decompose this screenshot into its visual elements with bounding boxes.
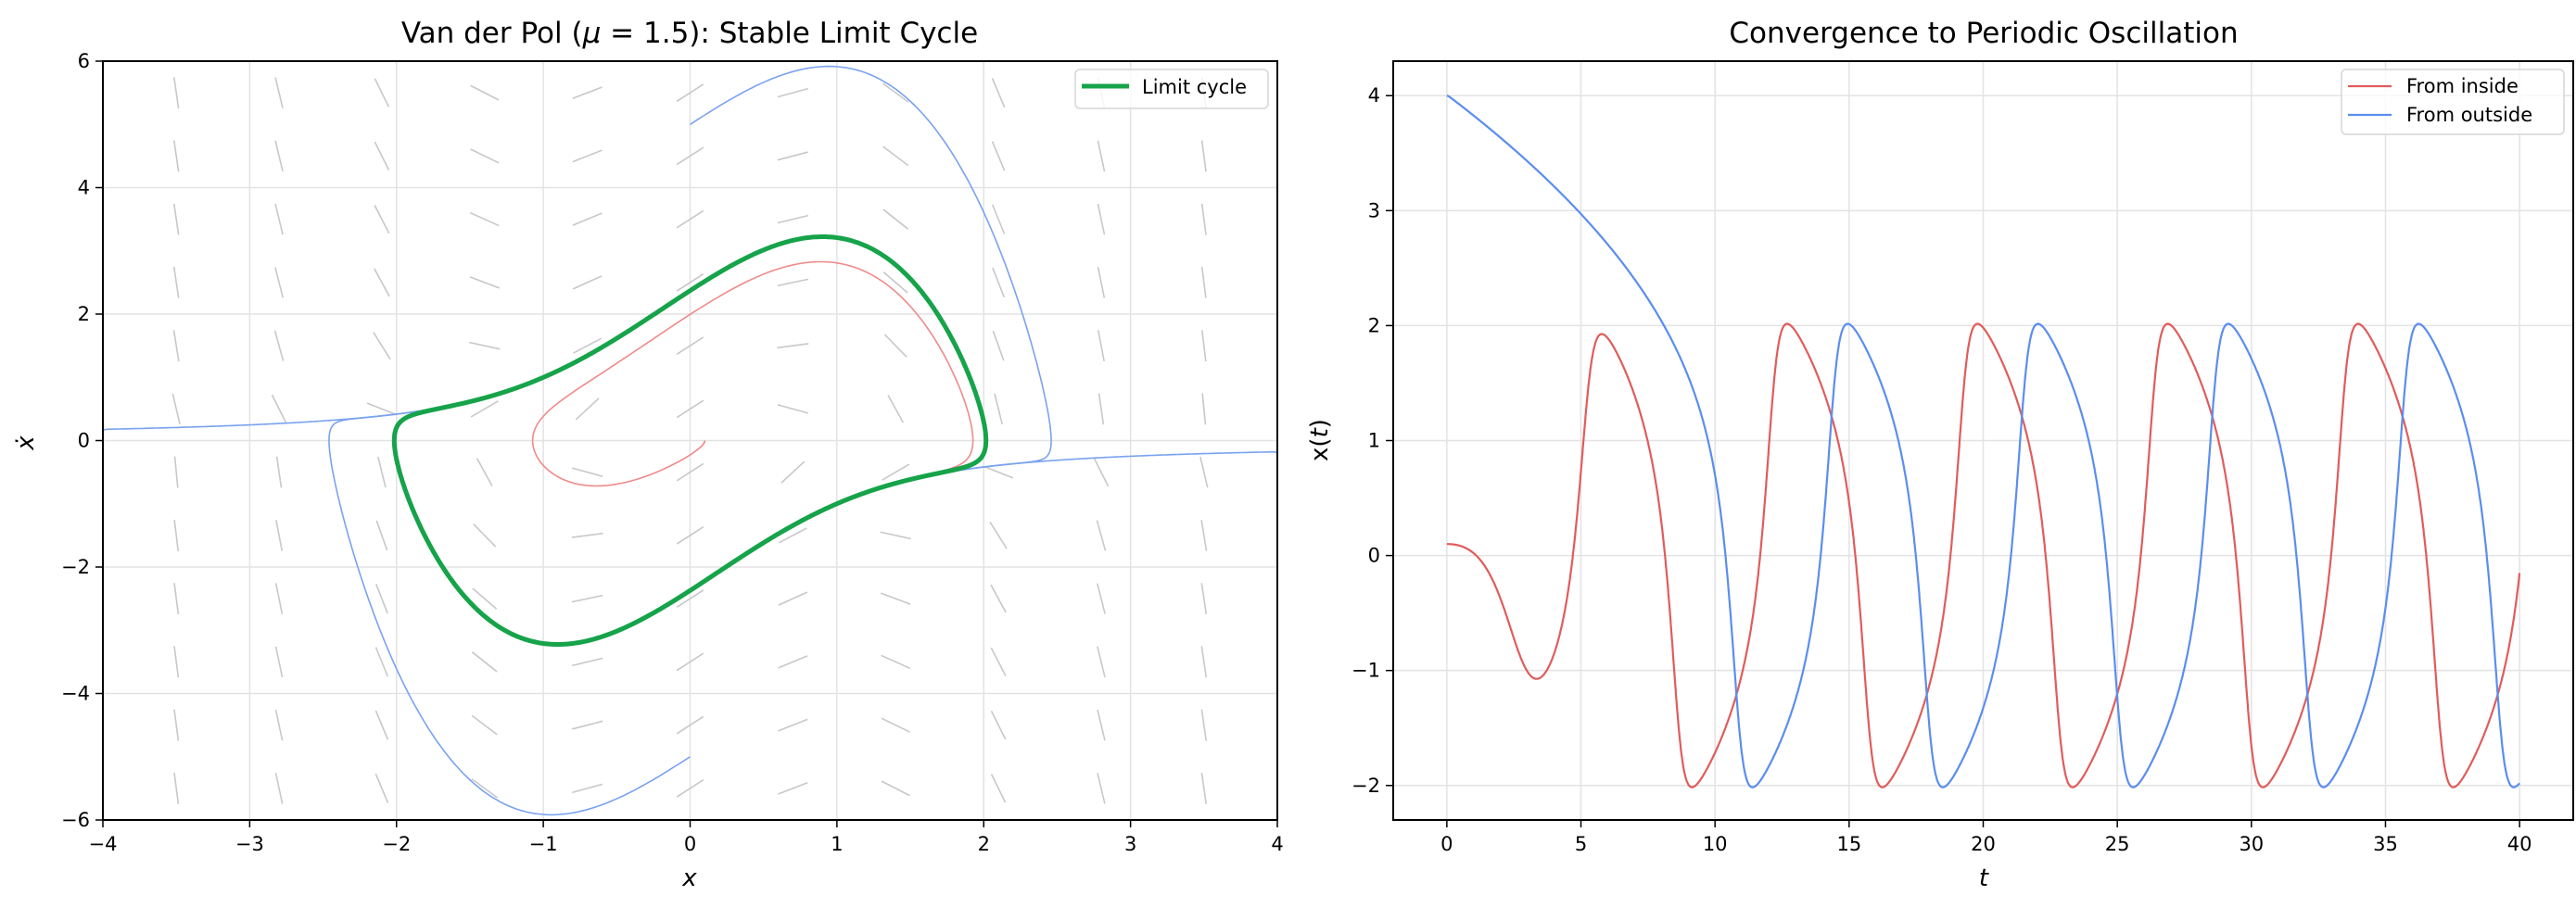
trajectory-outside (393, 65, 1052, 646)
left-y-tick-label: 6 (78, 50, 90, 72)
series-from-inside (1446, 322, 2521, 788)
legend-label-from-inside: From inside (2406, 75, 2519, 97)
left-x-tick-label: 1 (831, 833, 843, 855)
left-y-axis-label: ẋ (12, 435, 40, 451)
left-grid (102, 60, 1278, 821)
left-y-tick-label: −2 (61, 556, 90, 578)
left-x-tick-label: −1 (529, 833, 558, 855)
right-x-axis-label: t (1979, 864, 1989, 892)
limit-cycle (391, 234, 989, 647)
left-y-axis: −6 −4 −2 0 2 4 6 (61, 50, 103, 831)
right-x-tick-label: 40 (2507, 833, 2532, 855)
left-x-tick-label: 2 (978, 833, 990, 855)
trajectory-outside (328, 235, 987, 816)
phase-portrait-panel: Van der Pol (μ = 1.5): Stable Limit Cycl… (12, 17, 1284, 892)
right-x-tick-label: 10 (1703, 833, 1728, 855)
left-x-tick-label: −4 (89, 833, 118, 855)
left-y-tick-label: 2 (78, 303, 90, 325)
right-x-axis: 0 5 10 15 20 25 30 35 40 (1440, 820, 2532, 855)
right-chart-title: Convergence to Periodic Oscillation (1729, 17, 2238, 50)
right-y-tick-label: −1 (1351, 660, 1380, 682)
direction-field (171, 77, 1209, 804)
left-y-tick-label: 0 (78, 430, 90, 452)
left-y-tick-label: −6 (61, 809, 90, 831)
left-x-tick-label: 0 (684, 833, 696, 855)
right-x-tick-label: 25 (2105, 833, 2130, 855)
right-x-tick-label: 15 (1836, 833, 1861, 855)
right-y-tick-label: 2 (1368, 314, 1380, 336)
right-y-tick-label: 4 (1368, 84, 1380, 107)
right-y-tick-label: 0 (1368, 545, 1380, 567)
series-from-outside (1446, 95, 2520, 788)
right-plot-lines (1446, 95, 2521, 788)
right-x-tick-label: 0 (1440, 833, 1453, 855)
right-y-tick-label: −2 (1351, 775, 1380, 797)
left-x-tick-label: 4 (1271, 833, 1283, 855)
left-plot-lines (103, 65, 1277, 816)
right-y-axis: −2 −1 0 1 2 3 4 (1351, 84, 1393, 797)
legend-label-limit-cycle: Limit cycle (1142, 76, 1247, 98)
right-y-tick-label: 1 (1368, 430, 1380, 452)
left-x-tick-label: −2 (382, 833, 411, 855)
left-x-tick-label: 3 (1124, 833, 1136, 855)
right-legend: From inside From outside (2341, 69, 2565, 135)
trajectory-outside (103, 235, 987, 471)
left-chart-title: Van der Pol (μ = 1.5): Stable Limit Cycl… (401, 17, 978, 50)
right-x-tick-label: 5 (1575, 833, 1587, 855)
left-y-tick-label: −4 (61, 683, 90, 705)
left-x-axis-label: x (681, 864, 697, 892)
left-x-tick-label: −3 (235, 833, 264, 855)
right-y-axis-label: x(t) (1306, 419, 1334, 461)
left-y-tick-label: 4 (78, 177, 90, 199)
right-grid (1393, 61, 2573, 820)
right-x-tick-label: 35 (2373, 833, 2398, 855)
trajectory-outside (393, 410, 1277, 646)
legend-label-from-outside: From outside (2406, 104, 2532, 126)
right-y-tick-label: 3 (1368, 199, 1380, 221)
left-legend: Limit cycle (1074, 69, 1269, 109)
right-x-tick-label: 20 (1971, 833, 1996, 855)
right-x-tick-label: 30 (2239, 833, 2264, 855)
left-x-axis: −4 −3 −2 −1 0 1 2 3 4 (89, 820, 1284, 855)
time-series-panel: Convergence to Periodic Oscillation 0 5 10… (1306, 17, 2574, 892)
